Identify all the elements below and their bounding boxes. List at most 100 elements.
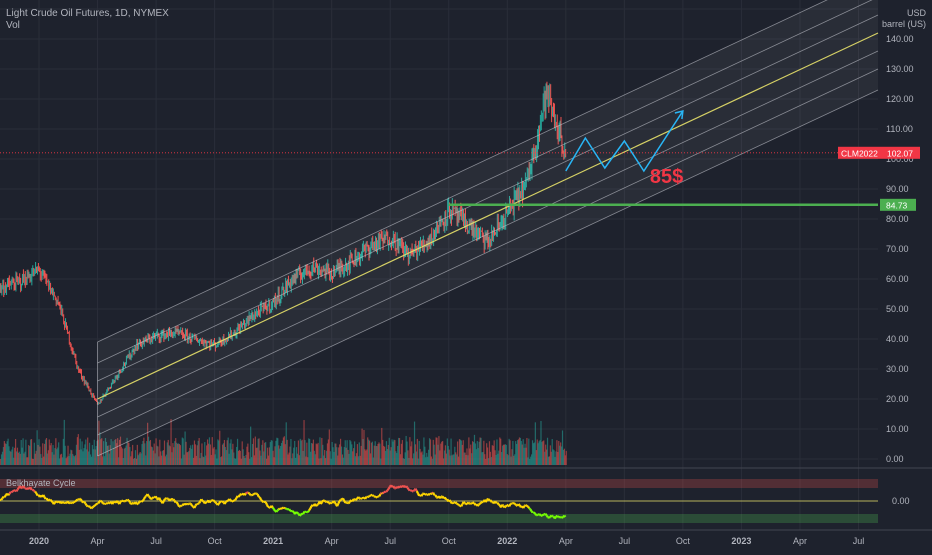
osc-segment	[272, 506, 273, 508]
osc-segment	[163, 501, 164, 503]
osc-segment	[321, 503, 322, 504]
osc-segment	[459, 505, 460, 506]
osc-segment	[358, 497, 359, 498]
osc-segment	[16, 490, 17, 492]
osc-segment	[317, 504, 318, 505]
osc-segment	[144, 497, 145, 499]
osc-segment	[557, 516, 558, 517]
osc-segment	[435, 495, 436, 497]
osc-segment	[499, 505, 500, 506]
osc-segment	[407, 488, 408, 490]
osc-segment	[338, 501, 339, 503]
osc-segment	[413, 490, 414, 491]
time-tick-label: Jul	[384, 536, 396, 546]
osc-segment	[159, 498, 160, 501]
price-tick-label: 20.00	[886, 394, 909, 404]
osc-segment	[372, 495, 373, 496]
osc-segment	[75, 501, 76, 502]
osc-segment	[281, 508, 282, 509]
osc-segment	[324, 501, 325, 502]
osc-segment	[199, 501, 200, 503]
osc-segment	[173, 499, 174, 500]
level-text: 84.73	[886, 200, 908, 210]
osc-segment	[177, 502, 178, 504]
osc-segment	[551, 515, 552, 516]
osc-segment	[222, 501, 223, 502]
osc-segment	[73, 502, 74, 503]
volume-legend[interactable]: Vol	[6, 20, 20, 31]
osc-segment	[245, 493, 246, 495]
osc-segment	[274, 509, 275, 511]
osc-segment	[510, 503, 511, 504]
osc-segment	[121, 501, 122, 502]
osc-segment	[406, 486, 407, 488]
unit-label: barrel (US)	[882, 19, 926, 29]
osc-segment	[164, 499, 165, 501]
time-tick-label: Jul	[619, 536, 631, 546]
osc-segment	[248, 493, 249, 494]
osc-segment	[365, 497, 366, 499]
current-price-text: 102.07	[887, 148, 913, 158]
osc-segment	[375, 496, 376, 497]
osc-segment	[481, 502, 482, 503]
osc-segment	[43, 495, 44, 497]
osc-segment	[201, 499, 202, 501]
osc-segment	[258, 494, 259, 497]
osc-segment	[519, 504, 520, 505]
osc-segment	[498, 503, 499, 505]
osc-segment	[509, 504, 510, 506]
osc-segment	[455, 502, 456, 504]
osc-segment	[486, 500, 487, 503]
osc-segment	[234, 500, 235, 501]
osc-segment	[440, 497, 441, 499]
osc-segment	[226, 501, 227, 502]
osc-segment	[471, 503, 472, 504]
osc-segment	[260, 497, 261, 499]
osc-segment	[149, 496, 150, 497]
osc-segment	[178, 504, 179, 506]
osc-segment	[266, 502, 267, 504]
price-tick-label: 70.00	[886, 244, 909, 254]
price-tick-label: 80.00	[886, 214, 909, 224]
osc-segment	[171, 499, 172, 500]
symbol-title[interactable]: Light Crude Oil Futures, 1D, NYMEX	[6, 8, 169, 19]
osc-segment	[541, 515, 542, 516]
osc-segment	[95, 505, 96, 506]
price-tick-label: 0.00	[886, 454, 904, 464]
osc-segment	[478, 505, 479, 507]
osc-segment	[502, 505, 503, 506]
osc-segment	[310, 506, 311, 508]
time-tick-label: 2022	[497, 536, 517, 546]
osc-segment	[369, 496, 370, 497]
price-tick-label: 10.00	[886, 424, 909, 434]
osc-segment	[468, 502, 469, 503]
osc-segment	[387, 489, 388, 490]
osc-segment	[480, 503, 481, 504]
osc-segment	[286, 508, 287, 509]
osc-segment	[506, 505, 507, 506]
osc-segment	[78, 499, 79, 500]
osc-segment	[542, 515, 543, 516]
osc-segment	[198, 503, 199, 504]
osc-segment	[309, 509, 310, 511]
oscillator-title[interactable]: Belkhayate Cycle	[6, 478, 76, 488]
osc-segment	[112, 502, 113, 504]
osc-segment	[289, 509, 290, 511]
osc-segment	[85, 504, 86, 506]
osc-segment	[322, 500, 323, 502]
osc-segment	[339, 500, 340, 501]
time-tick-label: Apr	[793, 536, 807, 546]
osc-segment	[1, 498, 2, 500]
osc-segment	[383, 492, 384, 494]
osc-segment	[417, 491, 418, 493]
osc-segment	[549, 517, 550, 518]
osc-segment	[196, 504, 197, 506]
osc-segment	[210, 501, 211, 503]
osc-segment	[102, 502, 103, 503]
osc-segment	[458, 504, 459, 505]
osc-segment	[76, 499, 77, 500]
osc-segment	[526, 505, 527, 506]
osc-segment	[145, 496, 146, 497]
price-tick-label: 30.00	[886, 364, 909, 374]
